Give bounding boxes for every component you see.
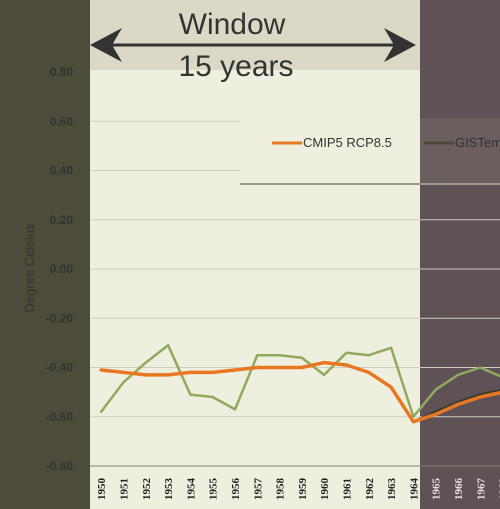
series-lines xyxy=(99,344,500,424)
y-axis-label: Degree Celsius xyxy=(22,223,37,312)
x-tick-label: 1964 xyxy=(408,478,420,501)
legend-label-gistemp: GISTem xyxy=(455,135,500,150)
x-tick-label: 1966 xyxy=(453,478,465,501)
x-tick-label: 1968 xyxy=(498,478,500,501)
x-tick-label: 1950 xyxy=(96,478,108,501)
out-of-window-overlay xyxy=(420,0,500,509)
window-subtitle: 15 years xyxy=(178,50,293,83)
y-tick-label: 0.60 xyxy=(50,114,74,128)
x-tick-label: 1967 xyxy=(475,478,487,501)
x-tick-label: 1960 xyxy=(319,478,331,501)
x-tick-label: 1961 xyxy=(341,478,353,500)
series-line-gistemp xyxy=(99,344,500,418)
x-tick-label: 1955 xyxy=(208,478,220,501)
y-tick-labels: 0.80 0.60 0.40 0.20 0.00 -0.20 -0.40 -0.60 -0.80 xyxy=(46,65,74,473)
window-arrow-left-head xyxy=(90,28,122,62)
window-highlight xyxy=(90,0,420,509)
window-arrow-right-head xyxy=(384,28,416,62)
y-tick-label: -0.80 xyxy=(46,459,74,473)
y-tick-label: 0.80 xyxy=(50,65,74,79)
legend-box-dim xyxy=(420,118,500,184)
y-tick-label: -0.60 xyxy=(46,410,74,424)
x-tick-label: 1954 xyxy=(185,478,197,501)
x-tick-label: 1963 xyxy=(386,478,398,501)
y-tick-label: 0.00 xyxy=(50,262,74,276)
x-tick-label: 1956 xyxy=(230,478,242,501)
series-line-cmip5-rcp8-5 xyxy=(99,360,500,424)
window-title: Window xyxy=(179,8,286,41)
x-tick-label: 1951 xyxy=(118,478,130,500)
x-tick-label: 1962 xyxy=(364,478,376,501)
x-tick-label: 1957 xyxy=(252,478,264,501)
legend-label-cmip5: CMIP5 RCP8.5 xyxy=(303,135,392,150)
y-tick-label: -0.40 xyxy=(46,361,74,375)
x-tick-label: 1958 xyxy=(275,478,287,501)
x-tick-labels: 1950 1951 1952 1953 1954 1955 1956 1957 1958 1959… xyxy=(96,478,500,501)
window-header-band xyxy=(90,0,420,70)
y-tick-label: -0.20 xyxy=(46,311,74,325)
x-tick-label: 1965 xyxy=(431,478,443,501)
x-tick-label: 1952 xyxy=(141,478,153,501)
x-tick-label: 1953 xyxy=(163,478,175,501)
y-tick-label: 0.20 xyxy=(50,213,74,227)
x-tick-label: 1959 xyxy=(297,478,309,501)
y-tick-label: 0.40 xyxy=(50,164,74,178)
